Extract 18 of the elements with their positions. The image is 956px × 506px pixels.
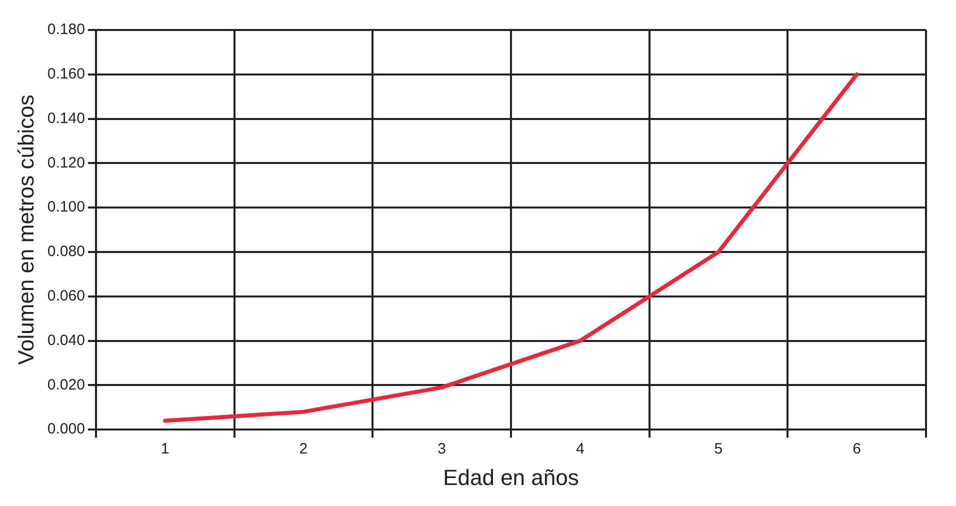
y-tick-label: 0.040 <box>47 332 85 349</box>
y-tick-label: 0.100 <box>47 198 85 216</box>
x-tick-label: 4 <box>576 440 584 458</box>
y-tick-label: 0.120 <box>47 154 85 172</box>
x-tick-label: 2 <box>299 440 308 458</box>
y-tick-label: 0.020 <box>47 376 85 394</box>
y-tick-label: 0.060 <box>47 288 85 305</box>
x-axis-title: Edad en años <box>443 464 579 490</box>
y-tick-label: 0.000 <box>47 420 85 438</box>
x-tick-label: 1 <box>160 440 170 458</box>
x-tick-label: 6 <box>852 440 861 458</box>
x-tick-label: 5 <box>714 440 723 458</box>
y-tick-label: 0.180 <box>47 21 85 38</box>
y-tick-label: 0.080 <box>47 243 85 260</box>
y-tick-label: 0.140 <box>47 110 85 127</box>
y-axis-title: Volumen en metros cúbicos <box>13 94 38 365</box>
y-tick-label: 0.160 <box>47 66 85 83</box>
x-tick-label: 3 <box>438 440 446 458</box>
